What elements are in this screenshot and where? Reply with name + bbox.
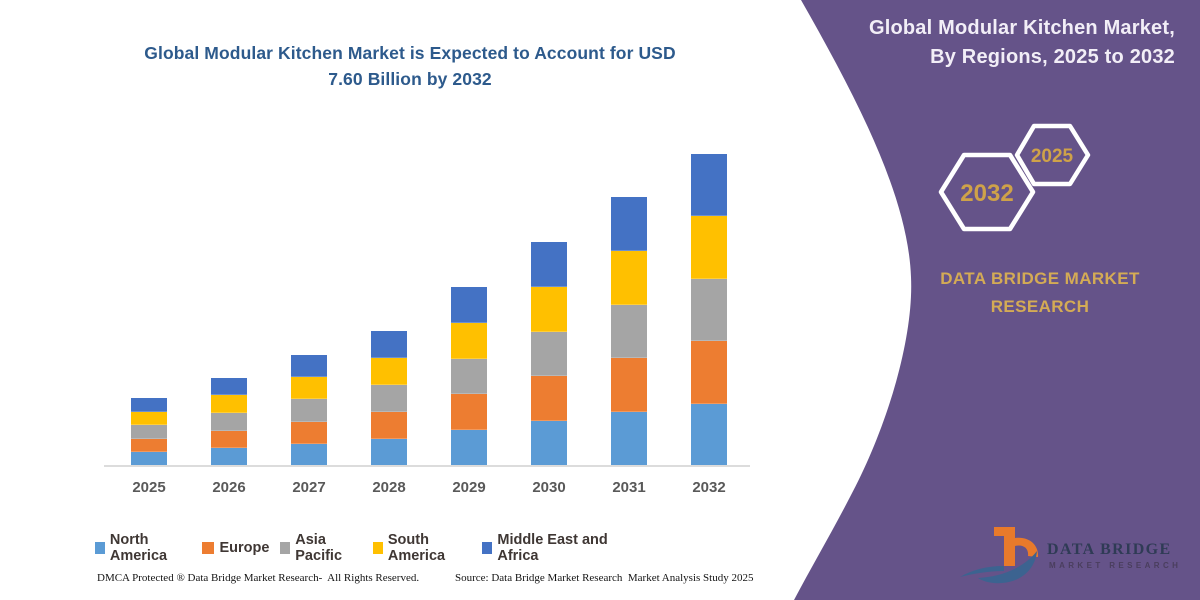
- brand-text: DATA BRIDGE MARKET RESEARCH: [940, 269, 1140, 317]
- data-bridge-logo: DATA BRIDGE MARKET RESEARCH: [960, 527, 1181, 584]
- x-tick-label-2031: 2031: [612, 479, 646, 496]
- bar-segment-asia-pacific: [291, 399, 327, 422]
- legend-swatch-north-america: [95, 542, 105, 554]
- bar-segment-middle-east-and-africa: [211, 377, 247, 396]
- x-tick-label-2029: 2029: [452, 479, 486, 496]
- bar-segment-asia-pacific: [211, 412, 247, 431]
- purple-wave-panel: [794, 0, 1200, 600]
- x-tick-label-2025: 2025: [132, 479, 166, 496]
- bar-segment-europe: [131, 438, 167, 453]
- legend-swatch-europe: [202, 542, 215, 554]
- bar-segment-south-america: [211, 395, 247, 413]
- chart-title: Global Modular Kitchen Market is Expecte…: [144, 43, 676, 90]
- bar-segment-north-america: [691, 403, 727, 466]
- bar-segment-europe: [531, 376, 567, 422]
- bar-segment-south-america: [291, 377, 327, 400]
- logo-b-bowl-icon: [1015, 537, 1039, 557]
- legend-swatch-south-america: [373, 542, 383, 554]
- bar-segment-europe: [211, 430, 247, 449]
- bar-2027: [291, 355, 327, 466]
- legend-item-south-america: South America: [373, 532, 471, 564]
- bar-segment-asia-pacific: [611, 304, 647, 359]
- x-tick-label-2026: 2026: [212, 479, 246, 496]
- logo-b-icon: [994, 527, 1015, 566]
- hexagon-2032-badge: [938, 152, 1036, 232]
- bar-2026: [211, 377, 247, 466]
- bar-segment-middle-east-and-africa: [611, 197, 647, 251]
- legend-label: North America: [109, 532, 168, 564]
- logo-swoosh-tail-icon: [960, 566, 1004, 577]
- bar-segment-south-america: [371, 357, 407, 385]
- bar-segment-south-america: [611, 250, 647, 305]
- legend-label: South America: [387, 532, 446, 564]
- bar-segment-middle-east-and-africa: [451, 287, 487, 323]
- bar-segment-europe: [371, 411, 407, 439]
- bar-segment-north-america: [531, 421, 567, 466]
- panel-title: Global Modular Kitchen Market, By Region…: [868, 17, 1175, 68]
- legend-label: Europe: [219, 540, 270, 556]
- hexagon-2032-label: 2032: [960, 180, 1013, 207]
- x-axis-labels: 2025 2026 2027 2028 2029 2030 2031 2032: [109, 479, 749, 496]
- plot-area: [109, 129, 749, 466]
- bar-2029: [451, 287, 487, 466]
- bar-segment-asia-pacific: [371, 384, 407, 412]
- legend-label: Asia Pacific: [295, 532, 343, 564]
- bar-segment-asia-pacific: [531, 331, 567, 377]
- x-tick-label-2030: 2030: [532, 479, 566, 496]
- x-tick-label-2028: 2028: [372, 479, 406, 496]
- legend-swatch-asia-pacific: [280, 542, 291, 554]
- footer-source: Source: Data Bridge Market Research Mark…: [455, 572, 754, 584]
- bar-segment-south-america: [131, 411, 167, 426]
- legend-item-middle-east-and-africa: Middle East and Africa: [482, 532, 625, 564]
- x-tick-label-2027: 2027: [292, 479, 326, 496]
- bar-segment-north-america: [371, 438, 407, 466]
- bar-segment-middle-east-and-africa: [131, 398, 167, 412]
- x-tick-label-2032: 2032: [692, 479, 726, 496]
- bar-segment-europe: [291, 421, 327, 444]
- hexagon-2025-label: 2025: [1031, 146, 1074, 167]
- legend: North America Europe Asia Pacific South Ame…: [95, 532, 625, 564]
- bar-segment-middle-east-and-africa: [691, 153, 727, 216]
- bar-segment-north-america: [131, 452, 167, 466]
- bar-segment-north-america: [291, 443, 327, 466]
- bar-segment-europe: [451, 394, 487, 431]
- bar-segment-south-america: [451, 322, 487, 359]
- legend-swatch-middle-east-and-africa: [482, 542, 493, 554]
- logo-wordmark: DATA BRIDGE: [1047, 541, 1172, 558]
- legend-item-asia-pacific: Asia Pacific: [280, 532, 362, 564]
- bar-segment-asia-pacific: [131, 425, 167, 439]
- bar-segment-middle-east-and-africa: [371, 330, 407, 358]
- bar-segment-south-america: [531, 286, 567, 332]
- footer-copyright: DMCA Protected ® Data Bridge Market Rese…: [97, 572, 420, 584]
- bar-2028: [371, 330, 407, 466]
- bar-segment-asia-pacific: [691, 278, 727, 341]
- bar-2032: [691, 153, 727, 466]
- bar-2025: [131, 398, 167, 466]
- logo-swoosh-icon: [978, 551, 1037, 584]
- legend-item-europe: Europe: [202, 540, 269, 556]
- bar-segment-north-america: [211, 448, 247, 466]
- bar-segment-asia-pacific: [451, 358, 487, 395]
- hexagon-2025-badge: [1014, 123, 1091, 187]
- bar-2031: [611, 197, 647, 466]
- bar-segment-north-america: [451, 430, 487, 466]
- legend-label: Middle East and Africa: [497, 532, 608, 564]
- bar-2030: [531, 242, 567, 466]
- logo-tagline: MARKET RESEARCH: [1049, 561, 1181, 570]
- x-axis-line: [104, 465, 750, 467]
- bar-segment-south-america: [691, 216, 727, 279]
- bar-segment-europe: [611, 358, 647, 413]
- bar-segment-europe: [691, 341, 727, 404]
- legend-item-north-america: North America: [95, 532, 191, 564]
- bar-segment-middle-east-and-africa: [291, 355, 327, 378]
- bar-segment-middle-east-and-africa: [531, 242, 567, 287]
- bar-segment-north-america: [611, 412, 647, 466]
